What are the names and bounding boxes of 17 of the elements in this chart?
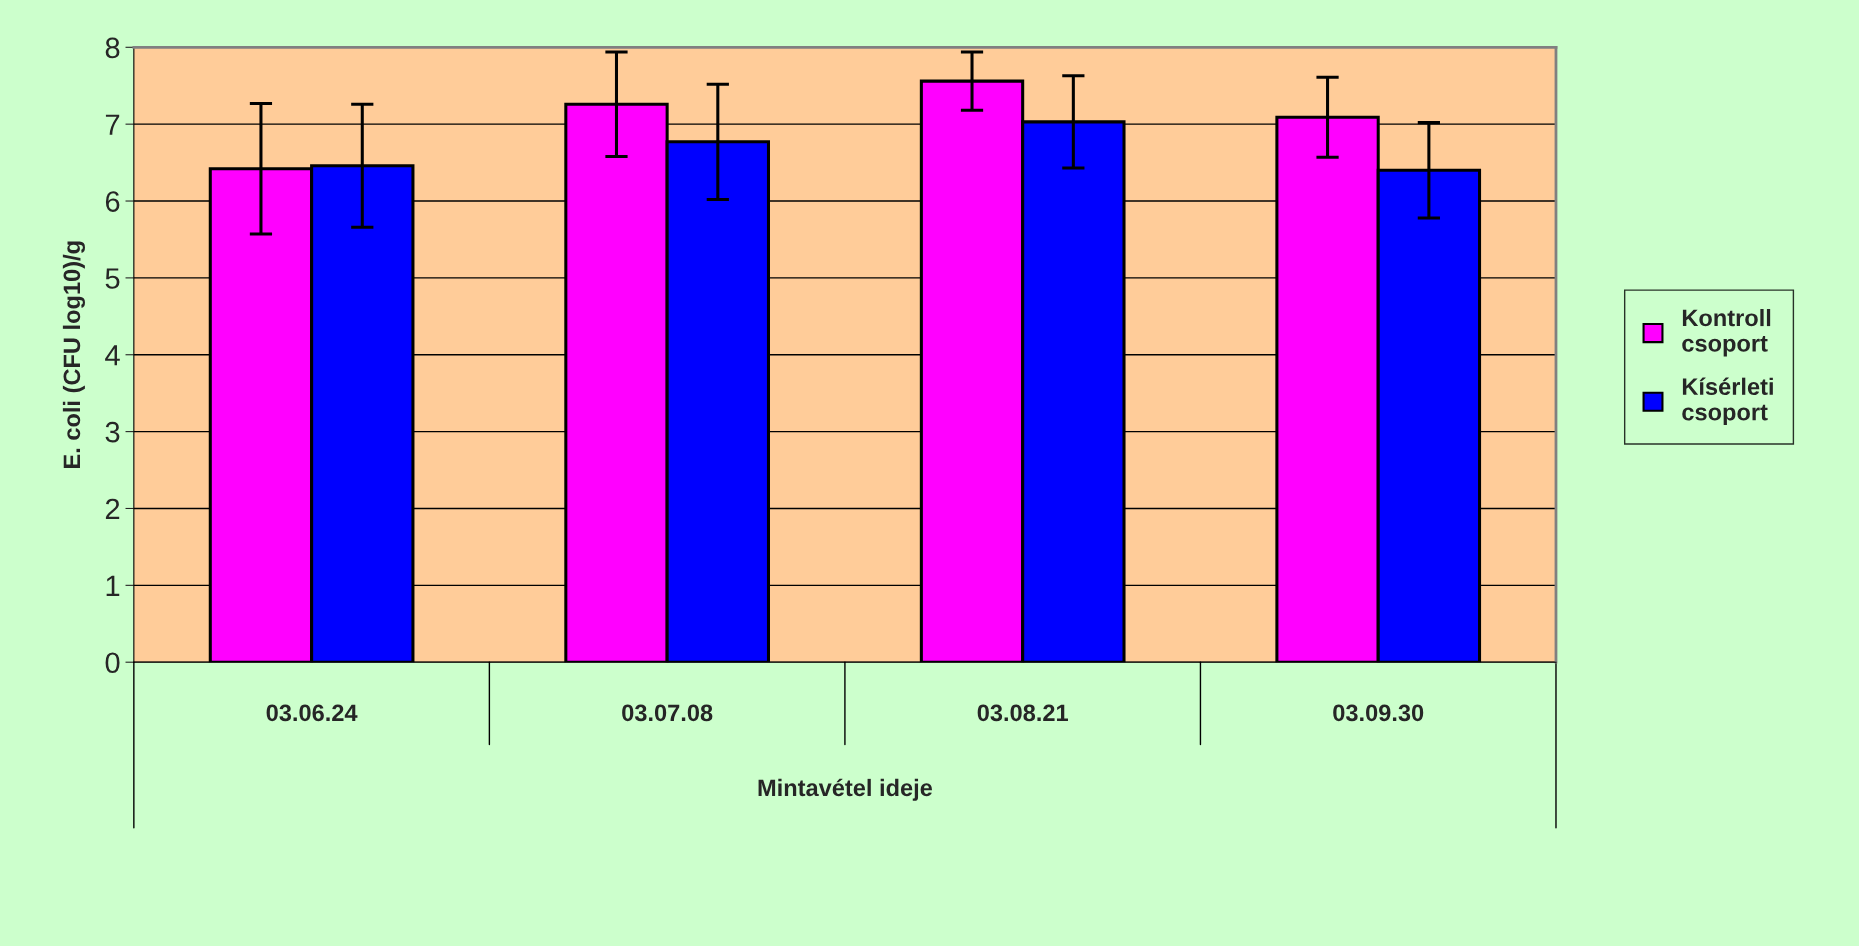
x-tick-label: 03.06.24: [266, 704, 358, 722]
legend-label: Kísérleti csoport: [1682, 377, 1773, 426]
y-tick-label: 2: [105, 498, 120, 520]
y-tick-label: 4: [105, 345, 120, 366]
legend-label: Kontroll csoport: [1682, 308, 1771, 357]
y-axis-title: E. coli (CFU log10)/g: [62, 241, 85, 468]
x-tick-label: 03.08.21: [977, 704, 1068, 722]
y-tick-label: 0: [105, 652, 120, 674]
y-tick-label: 1: [106, 575, 120, 596]
x-tick-label: 03.09.30: [1333, 704, 1424, 722]
x-tick-label: 03.07.08: [622, 704, 713, 722]
y-tick-label: 3: [105, 421, 120, 443]
y-tick-label: 8: [105, 37, 120, 59]
x-axis-title: Mintavétel ideje: [758, 778, 933, 801]
y-tick-label: 5: [105, 268, 120, 289]
y-tick-label: 6: [105, 191, 120, 212]
y-tick-label: 7: [105, 114, 120, 135]
